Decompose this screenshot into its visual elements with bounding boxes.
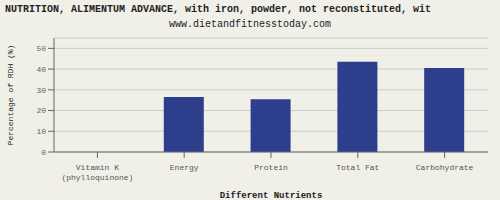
svg-text:Percentage of RDH (%): Percentage of RDH (%)	[8, 45, 15, 146]
svg-text:Carbohydrate: Carbohydrate	[416, 163, 474, 172]
html-text:NUTRITION, ALIMENTUM ADVANCE,: NUTRITION, ALIMENTUM ADVANCE, with iron,…	[5, 4, 432, 15]
svg-text:10: 10	[36, 127, 46, 136]
svg-text:Protein: Protein	[254, 163, 288, 172]
svg-text:0: 0	[41, 148, 46, 157]
svg-text:20: 20	[36, 106, 46, 115]
html-text:www.dietandfitnesstoday.com: www.dietandfitnesstoday.com	[169, 19, 331, 30]
svg-text:40: 40	[36, 65, 46, 74]
svg-text:Vitamin K(phylloquinone): Vitamin K(phylloquinone)	[61, 163, 133, 182]
svg-text:Total Fat: Total Fat	[336, 163, 379, 172]
svg-text:50: 50	[36, 44, 46, 53]
svg-text:Energy: Energy	[170, 163, 199, 172]
svg-text:30: 30	[36, 86, 46, 95]
svg-text:Different Nutrients: Different Nutrients	[220, 191, 323, 200]
